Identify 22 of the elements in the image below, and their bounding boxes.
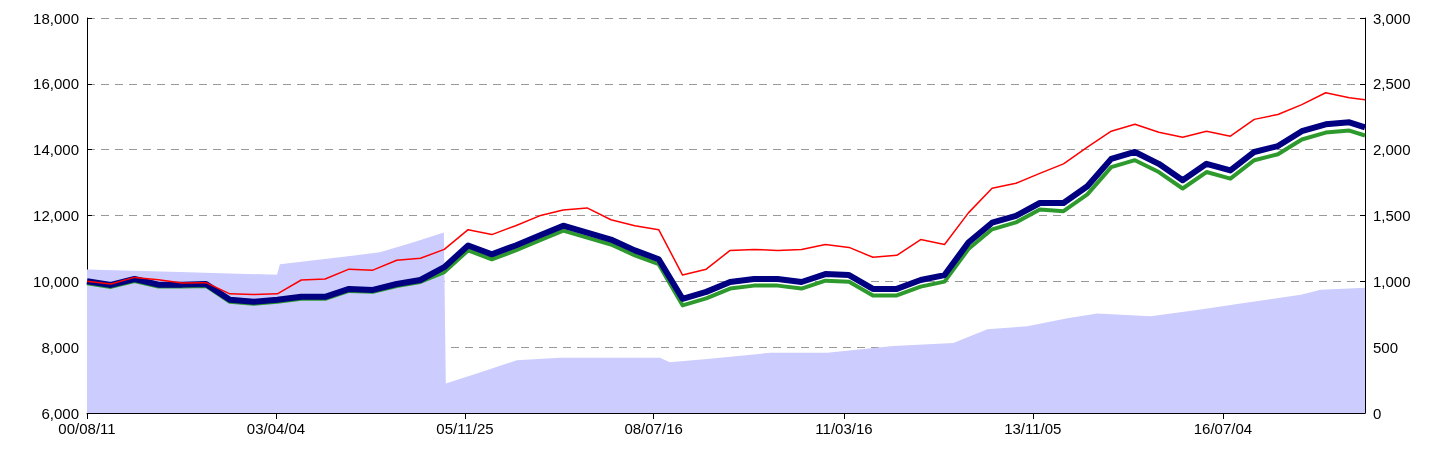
x-tick-label: 08/07/16: [624, 420, 683, 437]
x-tick-label: 00/08/11: [58, 420, 116, 437]
y2-tick-label: 0: [1373, 404, 1382, 422]
y2-tick-label: 1,500: [1373, 207, 1411, 224]
line-series: [86, 91, 1366, 296]
y2-tick-label: 2,500: [1373, 75, 1411, 93]
x-tick-label: 11/03/16: [815, 420, 873, 437]
y-tick-label: 10,000: [33, 272, 79, 290]
y2-tick-label: 500: [1373, 338, 1399, 356]
x-tick-label: 03/04/04: [246, 420, 306, 437]
y-tick-label: 18,000: [33, 9, 79, 27]
y-tick-label: 16,000: [33, 75, 79, 93]
y-tick-label: 14,000: [33, 141, 79, 159]
x-tick-label: 13/11/05: [1004, 420, 1062, 437]
y2-tick-label: 2,000: [1373, 141, 1411, 159]
x-tick-label: 16/07/04: [1193, 420, 1253, 437]
x-tick-label: 05/11/25: [436, 420, 494, 437]
y2-tick-label: 3,000: [1373, 9, 1411, 27]
y-tick-label: 12,000: [33, 207, 79, 224]
y-tick-label: 8,000: [41, 338, 79, 356]
y-tick-label: 6,000: [41, 404, 79, 422]
y2-tick-label: 1,000: [1373, 272, 1411, 290]
